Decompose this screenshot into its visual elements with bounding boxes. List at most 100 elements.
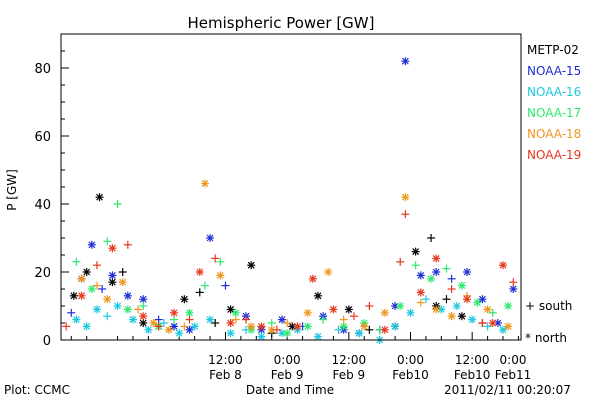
noaa-18-north-point	[360, 322, 369, 331]
y-tick-label: 40	[34, 198, 51, 213]
noaa-15-south-point	[154, 315, 163, 324]
noaa-19-north-point	[488, 319, 497, 327]
y-tick-label: 20	[34, 266, 51, 281]
x-tick-time-label: 12:00	[208, 353, 243, 367]
metp-02-north-point	[95, 193, 104, 202]
noaa-16-south-point	[421, 295, 430, 304]
noaa-16-north-point	[406, 308, 415, 317]
noaa-19-south-point	[154, 322, 163, 331]
noaa-19-north-point	[432, 254, 441, 263]
noaa-16-north-point	[144, 325, 153, 334]
chart-title: Hemispheric Power [GW]	[188, 14, 375, 32]
x-axis-label: Date and Time	[246, 383, 334, 397]
x-tick-date-label: Feb10	[392, 368, 429, 382]
noaa-18-north-point	[432, 305, 441, 314]
legend-noaa-18: NOAA-18	[527, 127, 581, 141]
legend-metp-02: METP-02	[527, 43, 579, 57]
noaa-16-north-point	[452, 302, 461, 310]
noaa-15-north-point	[87, 240, 96, 249]
noaa-15-north-point	[170, 322, 179, 331]
noaa-17-north-point	[231, 308, 240, 317]
noaa-16-north-point	[257, 332, 266, 341]
x-tick-time-label: 0:00	[397, 353, 424, 367]
noaa-18-north-point	[401, 193, 410, 202]
noaa-19-south-point	[349, 312, 358, 321]
plot-source-label: Plot: CCMC	[4, 383, 70, 397]
x-tick-time-label: 0:00	[500, 353, 527, 367]
noaa-16-north-point	[355, 329, 364, 338]
noaa-15-north-point	[493, 319, 502, 327]
noaa-19-south-point	[478, 319, 487, 327]
noaa-17-north-point	[427, 274, 436, 283]
metp-02-north-point	[247, 261, 256, 270]
x-tick-time-label: 0:00	[274, 353, 301, 367]
noaa-17-south-point	[170, 315, 179, 324]
legend-noaa-19: NOAA-19	[527, 148, 581, 162]
y-tick-label: 60	[34, 130, 51, 145]
noaa-17-north-point	[457, 281, 466, 290]
noaa-18-north-point	[200, 179, 209, 188]
metp-02-north-point	[226, 305, 235, 314]
metp-02-north-point	[108, 278, 117, 287]
noaa-19-north-point	[308, 274, 317, 283]
noaa-16-north-point	[499, 325, 508, 334]
noaa-17-south-point	[113, 200, 122, 208]
noaa-19-south-point	[62, 322, 71, 331]
noaa-18-south-point	[339, 315, 348, 324]
noaa-19-north-point	[257, 322, 266, 331]
noaa-18-south-point	[283, 319, 292, 327]
noaa-15-north-point	[432, 268, 441, 276]
noaa-15-north-point	[416, 271, 425, 280]
noaa-17-north-point	[87, 285, 96, 293]
timestamp-label: 2011/02/11 00:20:07	[444, 383, 571, 397]
noaa-15-north-point	[206, 234, 215, 242]
noaa-15-south-point	[447, 274, 456, 283]
noaa-19-south-point	[185, 315, 194, 324]
noaa-18-north-point	[447, 312, 456, 321]
noaa-16-north-point	[128, 315, 137, 324]
x-tick-date-label: Feb 9	[271, 368, 304, 382]
noaa-18-north-point	[483, 305, 492, 314]
metp-02-north-point	[457, 312, 466, 321]
noaa-19-north-point	[416, 288, 425, 297]
noaa-19-north-point	[195, 268, 204, 276]
noaa-16-north-point	[226, 329, 235, 338]
noaa-16-north-point	[206, 315, 215, 324]
noaa-17-south-point	[267, 319, 276, 327]
metp-02-north-point	[411, 247, 420, 256]
metp-02-south-point	[427, 234, 436, 242]
noaa-19-north-point	[139, 312, 148, 321]
noaa-16-south-point	[334, 325, 343, 334]
x-tick-time-label: 12:00	[332, 353, 367, 367]
metp-02-south-point	[195, 288, 204, 297]
metp-02-north-point	[344, 305, 353, 314]
noaa-18-north-point	[380, 308, 389, 317]
noaa-19-north-point	[329, 305, 338, 314]
metp-02-south-point	[442, 295, 451, 304]
noaa-15-north-point	[123, 291, 132, 300]
metp-02-north-point	[69, 291, 78, 300]
noaa-18-north-point	[164, 325, 173, 334]
noaa-18-south-point	[180, 322, 189, 331]
noaa-16-north-point	[72, 315, 81, 324]
noaa-15-north-point	[463, 268, 472, 276]
metp-02-south-point	[211, 319, 220, 327]
noaa-18-north-point	[216, 271, 225, 280]
metp-02-north-point	[313, 291, 322, 300]
x-tick-date-label: Feb 9	[332, 368, 365, 382]
x-tick-date-label: Feb11	[495, 368, 532, 382]
marker-legend-south: + south	[525, 299, 572, 313]
noaa-15-north-point	[401, 57, 410, 66]
noaa-15-south-point	[98, 285, 107, 293]
noaa-16-south-point	[159, 319, 168, 327]
noaa-15-north-point	[478, 295, 487, 304]
noaa-16-south-point	[103, 312, 112, 321]
noaa-19-south-point	[509, 278, 518, 287]
noaa-17-south-point	[72, 257, 81, 266]
noaa-15-north-point	[185, 325, 194, 334]
noaa-18-south-point	[92, 281, 101, 290]
noaa-16-north-point	[313, 332, 322, 341]
legend: METP-02 NOAA-15 NOAA-16 NOAA-17 NOAA-18 NOAA-…	[527, 43, 581, 162]
noaa-19-south-point	[242, 315, 251, 324]
